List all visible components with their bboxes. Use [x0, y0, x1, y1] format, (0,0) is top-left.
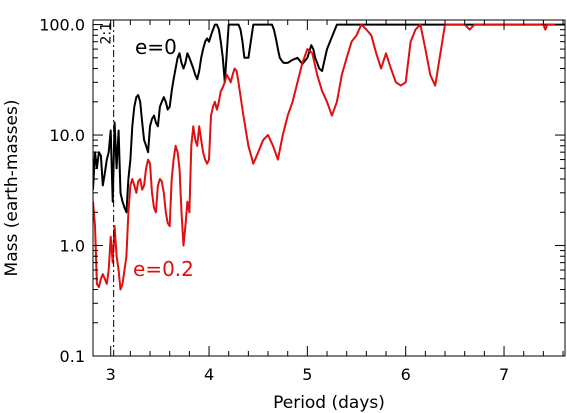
y-tick-label: 0.1	[60, 347, 85, 366]
y-tick-label: 100.0	[39, 16, 85, 35]
series-line-e0	[93, 23, 565, 214]
x-axis-title: Period (days)	[273, 393, 385, 413]
x-tick-label: 6	[401, 365, 411, 384]
resonance-label: 2:1	[99, 22, 115, 45]
x-tick-label: 3	[106, 365, 116, 384]
x-tick-label: 7	[499, 365, 509, 384]
plot-frame	[92, 19, 566, 357]
ticks-layer	[93, 20, 565, 357]
series-label-e02: e=0.2	[133, 257, 194, 281]
labels-layer: 2:1 3 4 5 6 7 0.1 1.0 10.0 100.0 Period (days) Mass…	[2, 16, 509, 413]
series-line-e02	[93, 23, 565, 291]
x-tick-label: 4	[204, 365, 214, 384]
series-label-e0: e=0	[135, 35, 177, 59]
x-tick-label: 5	[302, 365, 312, 384]
y-axis-title: Mass (earth-masses)	[2, 100, 22, 277]
y-tick-label: 1.0	[60, 237, 85, 256]
y-tick-label: 10.0	[49, 126, 85, 145]
data-layer	[93, 20, 565, 356]
